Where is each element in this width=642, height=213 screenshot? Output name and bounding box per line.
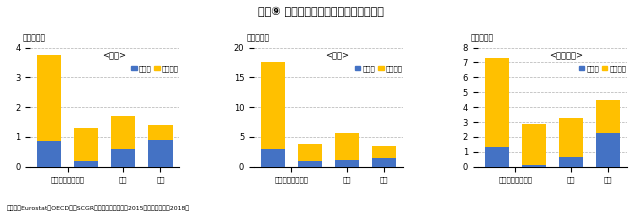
Bar [111,116,135,149]
Bar [485,58,508,147]
Bar [522,124,546,165]
Bar [596,100,620,132]
Bar [74,161,98,167]
Bar [559,118,583,157]
Bar [485,147,508,167]
Text: <ユーロ圏>: <ユーロ圏> [550,51,584,60]
Bar [37,55,61,141]
Bar [335,160,360,167]
Bar [148,125,173,140]
Bar [522,165,546,167]
Bar [261,149,285,167]
Text: 図表⑨ 日米欧の最終需要別の生産誘発額: 図表⑨ 日米欧の最終需要別の生産誘発額 [258,6,384,17]
Legend: 製造業, 非製造業: 製造業, 非製造業 [355,65,403,72]
Bar [596,132,620,167]
Bar [74,128,98,161]
Legend: 製造業, 非製造業: 製造業, 非製造業 [578,65,627,72]
Bar [37,141,61,167]
Bar [261,62,285,149]
Text: （兆ドル）: （兆ドル） [247,34,270,43]
Text: <日本>: <日本> [101,51,126,60]
Bar [298,144,322,161]
Bar [559,157,583,167]
Bar [298,161,322,167]
Bar [372,146,396,158]
Bar [111,149,135,167]
Text: <米国>: <米国> [325,51,349,60]
Bar [335,133,360,160]
Bar [148,140,173,167]
Text: （兆ドル）: （兆ドル） [471,34,494,43]
Text: （出所：Eurostat、OECDよりSCGR作成）（注）日米は2015年、ユーロ圏は2018年: （出所：Eurostat、OECDよりSCGR作成）（注）日米は2015年、ユー… [6,205,189,211]
Bar [372,158,396,167]
Legend: 製造業, 非製造業: 製造業, 非製造業 [131,65,179,72]
Text: （兆ドル）: （兆ドル） [22,34,46,43]
